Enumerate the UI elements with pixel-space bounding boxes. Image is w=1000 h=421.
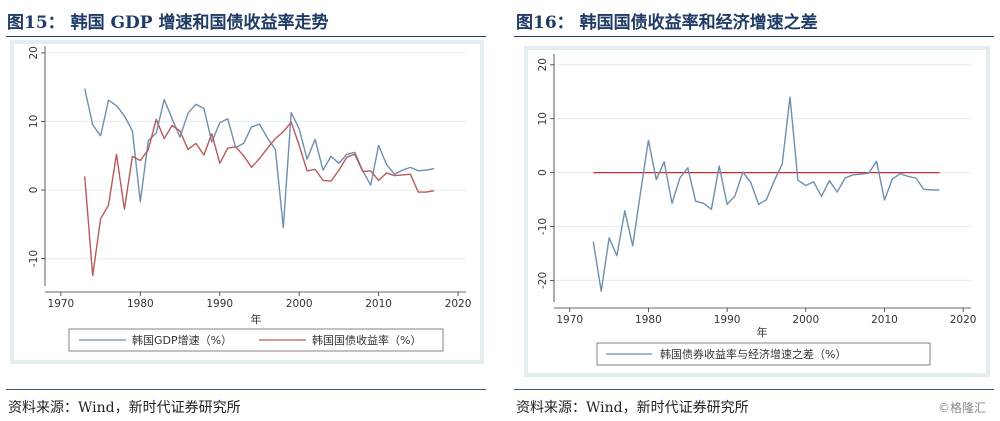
- chart1-x-tick-label: 1990: [206, 298, 233, 310]
- chart1-legend-label-gdp: 韩国GDP增速（%）: [132, 333, 232, 347]
- chart1-title-rule: [6, 36, 486, 37]
- chart1-plot: -10 0 10 20 1970 1980 1990 2000 2010 2020 年 韩国GDP…: [10, 40, 484, 364]
- chart1-xlabel: 年: [251, 312, 262, 326]
- chart2-y-tick-label: -10: [537, 218, 549, 235]
- chart2-legend-label-diff: 韩国债券收益率与经济增速之差（%）: [660, 347, 846, 361]
- chart2-title-rule: [514, 36, 994, 37]
- chart2-x-tick-label: 1980: [635, 314, 662, 326]
- chart2-x-tick-label: 2010: [871, 314, 898, 326]
- chart1-x-tick-label: 2000: [286, 298, 313, 310]
- chart1-y-tick-label: 20: [28, 46, 40, 59]
- chart2-plot: -20 -10 0 10 20 1970 1980 1990 2000 2010 2020 年 韩国…: [524, 46, 990, 377]
- chart1-x-tick-label: 1970: [48, 298, 75, 310]
- chart1-y-tick-label: -10: [28, 250, 40, 267]
- chart2-y-tick-label: -20: [537, 272, 549, 289]
- chart1-plot-area: [45, 46, 466, 292]
- chart2-y-tick-label: 10: [537, 112, 549, 125]
- chart1-source-rule: [6, 389, 486, 390]
- chart1-x-tick-label: 2020: [445, 298, 472, 310]
- chart1-series-line-0: [84, 88, 435, 229]
- chart2-source: 资料来源：Wind，新时代证券研究所: [516, 400, 749, 416]
- chart2-x-tick-label: 1970: [556, 314, 583, 326]
- chart2-title: 图16： 韩国国债收益率和经济增速之差: [516, 13, 818, 33]
- chart1-series-line-1: [84, 118, 435, 277]
- chart2-x-tick-label: 2000: [792, 314, 819, 326]
- chart2-x-tick-label: 1990: [714, 314, 741, 326]
- chart2-series-line-0: [592, 96, 940, 292]
- chart2-xlabel: 年: [757, 325, 768, 339]
- chart1-title: 图15： 韩国 GDP 增速和国债收益率走势: [7, 13, 329, 33]
- chart1-x-tick-label: 2010: [365, 298, 392, 310]
- chart2-x-tick-label: 2020: [950, 314, 977, 326]
- chart1-y-tick-label: 0: [28, 187, 40, 194]
- chart1-x-tick-label: 1980: [127, 298, 154, 310]
- chart1-legend-label-yield: 韩国国债收益率（%）: [312, 333, 421, 347]
- chart1-y-tick-label: 10: [28, 115, 40, 128]
- watermark: ©格隆汇: [937, 401, 986, 415]
- chart2-source-rule: [514, 389, 994, 390]
- chart1-legend-box: [68, 328, 444, 352]
- chart2-y-tick-label: 20: [537, 58, 549, 71]
- chart1-source: 资料来源：Wind，新时代证券研究所: [8, 400, 241, 416]
- chart2-legend-box: [596, 342, 931, 366]
- chart2-y-tick-label: 0: [537, 169, 549, 176]
- chart2-plot-area: [554, 54, 971, 308]
